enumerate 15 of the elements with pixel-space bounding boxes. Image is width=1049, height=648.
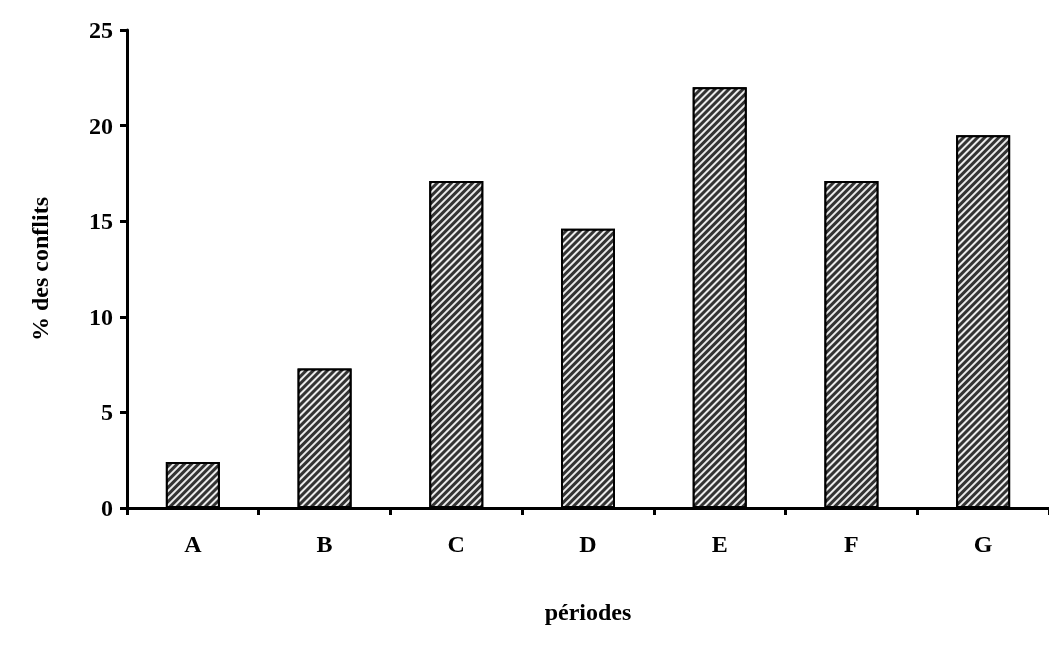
y-tick-label: 5 — [101, 399, 113, 426]
x-tick-label: B — [316, 531, 333, 557]
y-tick-label: 15 — [89, 208, 113, 235]
y-tick-label: 20 — [89, 112, 113, 139]
x-tick-label: F — [844, 531, 859, 557]
x-axis-title: périodes — [544, 599, 632, 625]
y-tick-label: 10 — [89, 303, 113, 330]
y-tick-label: 25 — [89, 17, 113, 43]
x-tick-label: D — [579, 531, 597, 557]
x-tick-label: A — [184, 531, 203, 557]
x-tick-label: G — [973, 531, 993, 557]
x-tick-label: E — [711, 531, 728, 557]
y-tick-label: 0 — [101, 495, 113, 521]
x-tick-label: C — [447, 531, 465, 557]
y-axis-title: % des conflits — [27, 197, 53, 341]
